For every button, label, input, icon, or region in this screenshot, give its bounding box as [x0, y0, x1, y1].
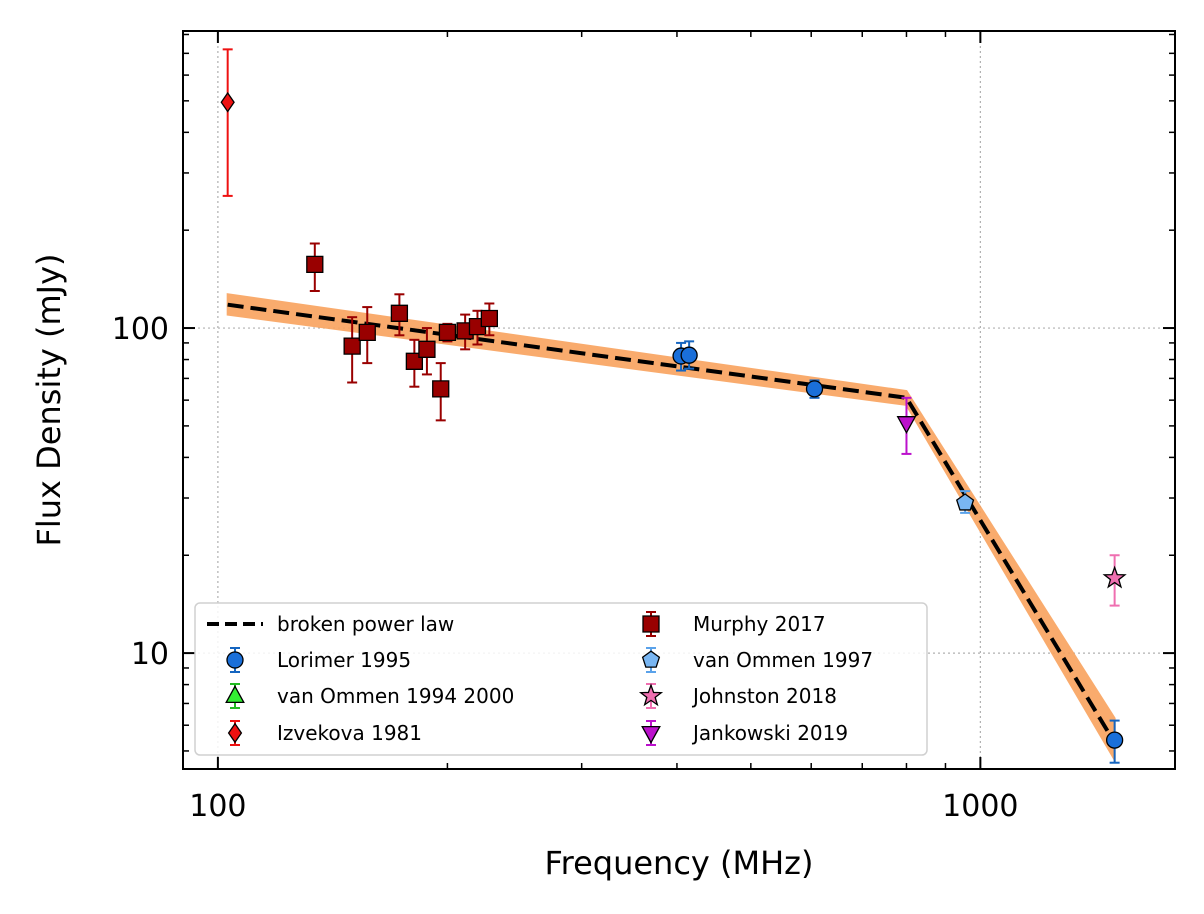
- axis-ticks: 100 1000 10 100: [112, 31, 1175, 824]
- legend-entry: Murphy 2017: [642, 611, 826, 637]
- data-point: [955, 493, 975, 511]
- data-point: [390, 304, 409, 322]
- legend-marker-swatch: [227, 722, 243, 744]
- x-axis-label: Frequency (MHz): [545, 844, 814, 882]
- data-point: [306, 255, 324, 274]
- legend-label: van Ommen 1997: [693, 648, 873, 672]
- legend-marker-swatch: [225, 685, 245, 704]
- data-point: [896, 416, 917, 435]
- legend-entry: Jankowski 2019: [641, 720, 848, 746]
- series-johnston-2018: [1102, 554, 1127, 607]
- legend-entry: Johnston 2018: [638, 683, 837, 709]
- legend-label: Lorimer 1995: [277, 648, 411, 672]
- data-point: [438, 323, 457, 341]
- legend-entry: Lorimer 1995: [226, 647, 411, 673]
- legend-marker-swatch: [642, 615, 660, 633]
- legend-marker-swatch: [641, 650, 661, 668]
- legend-marker-swatch: [226, 651, 244, 669]
- data-points: [220, 48, 1127, 764]
- legend-entry: broken power law: [207, 612, 454, 636]
- y-tick-label: 100: [112, 312, 169, 347]
- legend: broken power law Lorimer 1995 van Ommen 19…: [194, 602, 928, 756]
- legend-label: Jankowski 2019: [691, 721, 848, 745]
- series-izvekova-1981: [220, 48, 235, 197]
- series-murphy-2017: [306, 242, 498, 422]
- legend-label: van Ommen 1994 2000: [277, 684, 514, 708]
- series-jankowski-2019: [896, 396, 917, 455]
- data-point: [480, 309, 498, 328]
- data-point: [220, 91, 235, 113]
- data-point: [358, 323, 376, 341]
- legend-label: Murphy 2017: [693, 612, 826, 636]
- broken-power-law-line: [227, 302, 1117, 744]
- data-point: [418, 340, 436, 358]
- model-line: [227, 302, 1117, 744]
- x-tick-label: 1000: [942, 789, 1018, 824]
- y-axis-label: Flux Density (mJy): [30, 253, 68, 546]
- legend-entry: van Ommen 1994 2000: [225, 683, 514, 709]
- x-tick-label: 100: [189, 789, 246, 824]
- data-point: [680, 346, 698, 364]
- legend-label: broken power law: [277, 612, 454, 636]
- legend-marker-swatch: [641, 725, 661, 744]
- data-point: [432, 380, 450, 398]
- legend-box: [194, 602, 928, 756]
- legend-entry: van Ommen 1997: [641, 647, 873, 673]
- series-lorimer-1995: [672, 340, 1124, 764]
- data-point: [1105, 731, 1124, 749]
- data-point: [1102, 565, 1127, 589]
- series-van-ommen-1997: [955, 490, 975, 514]
- legend-entry: Izvekova 1981: [227, 720, 422, 746]
- legend-label: Izvekova 1981: [277, 721, 422, 745]
- data-point: [343, 337, 361, 355]
- legend-label: Johnston 2018: [691, 684, 837, 708]
- y-tick-label: 10: [131, 637, 169, 672]
- data-point: [805, 380, 824, 398]
- legend-marker-swatch: [638, 683, 664, 707]
